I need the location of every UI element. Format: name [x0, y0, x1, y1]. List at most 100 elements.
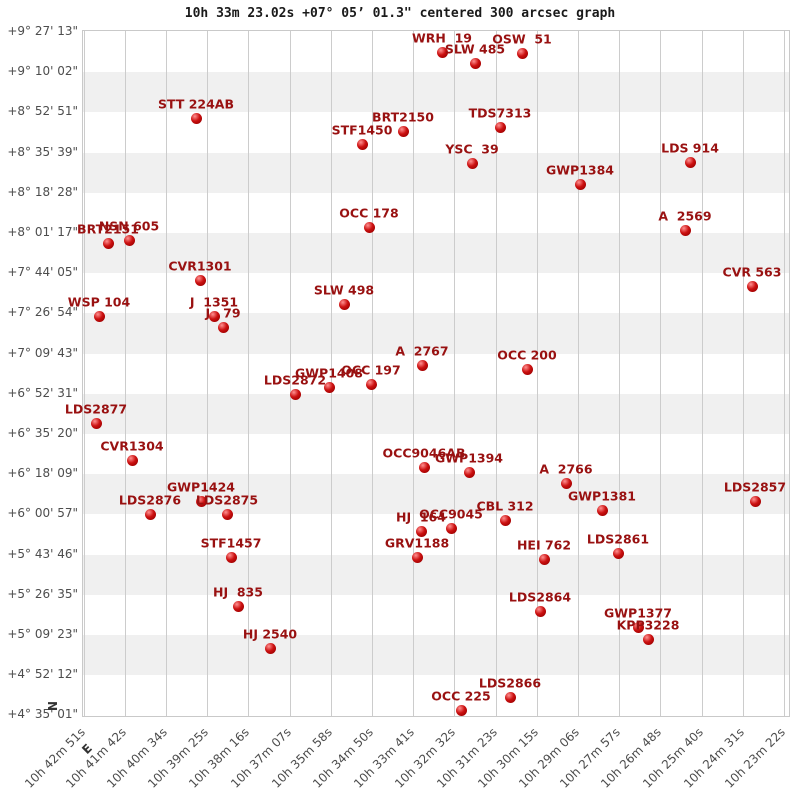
data-point-label: OCC9046AB: [382, 445, 466, 461]
data-point-dot: [596, 504, 608, 516]
y-tick-label: +8° 18' 28": [7, 184, 78, 199]
data-point-label: HJ 2540: [242, 626, 298, 642]
data-point-dot: [232, 600, 244, 612]
data-point-dot: [217, 321, 229, 333]
data-point-dot: [746, 280, 758, 292]
data-point-label: A 2766: [539, 461, 593, 477]
ra-gridline: [165, 31, 167, 716]
ra-gridline: [783, 31, 785, 716]
data-point-dot: [338, 298, 350, 310]
data-point-dot: [195, 495, 207, 507]
ra-gridline: [289, 31, 291, 716]
ra-gridline: [248, 31, 250, 716]
y-tick-label: +4° 52' 12": [7, 667, 78, 682]
y-tick-label: +8° 35' 39": [7, 144, 78, 159]
data-point-dot: [436, 46, 448, 58]
data-point-label: OCC 178: [339, 205, 399, 221]
data-point-label: YSC 39: [445, 141, 499, 157]
data-point-dot: [363, 221, 375, 233]
data-point-dot: [323, 381, 335, 393]
data-point-label: LDS2877: [64, 401, 128, 417]
data-point-dot: [494, 121, 506, 133]
data-point-dot: [504, 691, 516, 703]
declination-band: [83, 554, 789, 595]
data-point-dot: [397, 125, 409, 137]
data-point-label: HJ 164: [396, 509, 446, 525]
data-point-dot: [194, 274, 206, 286]
data-point-dot: [516, 47, 528, 59]
y-tick-label: +7° 09' 43": [7, 345, 78, 360]
data-point-dot: [123, 234, 135, 246]
ra-gridline: [577, 31, 579, 716]
declination-band: [83, 72, 789, 113]
data-point-dot: [534, 605, 546, 617]
plot-area: WRH 19 SLW 485 OSW 51 STT 224AB STF1450 BRT21…: [65, 30, 790, 717]
data-point-label: GWP1424: [167, 479, 235, 495]
data-point-label: GWP1377: [604, 605, 672, 621]
data-point-label: KPP3228: [616, 617, 680, 633]
declination-band: [83, 313, 789, 354]
data-point-label: J 79: [205, 305, 241, 321]
data-point-dot: [455, 704, 467, 716]
data-point-dot: [90, 417, 102, 429]
data-point-dot: [411, 551, 423, 563]
y-tick-label: +6° 35' 20": [7, 426, 78, 440]
data-point-label: LDS2875: [195, 492, 259, 508]
data-point-label: OCC9045: [419, 506, 483, 522]
ra-gridline: [536, 31, 538, 716]
data-point-label: STF1450: [331, 122, 393, 138]
data-point-label: WRH 19: [412, 30, 472, 46]
chart-title: 10h 33m 23.02s +07° 05’ 01.3" centered 3…: [184, 6, 616, 21]
data-point-dot: [684, 156, 696, 168]
ra-gridline: [495, 31, 497, 716]
y-tick-label: +9° 27' 13": [7, 24, 78, 38]
data-point-dot: [144, 508, 156, 520]
data-point-label: GWP1394: [435, 450, 503, 466]
data-point-label: SLW 498: [313, 282, 375, 298]
data-point-label: CVR1301: [168, 258, 232, 274]
data-point-label: LDS2864: [508, 589, 572, 605]
data-point-dot: [221, 508, 233, 520]
data-point-label: CVR1304: [100, 438, 164, 454]
data-point-label: NSN 605: [98, 218, 160, 234]
data-point-label: BRT2150: [372, 109, 434, 125]
data-point-dot: [499, 514, 511, 526]
declination-band: [83, 233, 789, 274]
data-point-label: LDS2857: [723, 479, 787, 495]
ra-gridline: [701, 31, 703, 716]
data-point-dot: [469, 57, 481, 69]
data-point-dot: [208, 310, 220, 322]
data-point-label: SLW 485: [444, 41, 506, 57]
data-point-dot: [289, 388, 301, 400]
data-point-label: OCC 200: [497, 347, 557, 363]
data-point-label: GWP1408: [295, 365, 363, 381]
ra-gridline: [660, 31, 662, 716]
data-point-label: HJ 835: [213, 584, 263, 600]
ra-gridline: [413, 31, 415, 716]
data-point-dot: [93, 310, 105, 322]
data-point-label: LDS2872: [263, 372, 327, 388]
data-point-label: OCC 197: [341, 362, 401, 378]
y-tick-label: +6° 00' 57": [7, 506, 78, 521]
data-point-dot: [418, 461, 430, 473]
data-point-dot: [102, 237, 114, 249]
declination-band: [83, 393, 789, 434]
data-point-label: STT 224AB: [158, 96, 234, 112]
data-point-dot: [679, 224, 691, 236]
data-point-label: A 2569: [658, 208, 712, 224]
data-point-dot: [415, 525, 427, 537]
data-point-label: GWP1384: [546, 162, 614, 178]
data-point-label: LDS2861: [586, 531, 650, 547]
data-point-dot: [416, 359, 428, 371]
data-point-dot: [749, 495, 761, 507]
y-tick-label: +5° 26' 35": [7, 586, 78, 601]
ra-gridline: [124, 31, 126, 716]
data-point-label: CBL 312: [476, 498, 534, 514]
data-point-label: TDS7313: [468, 105, 532, 121]
ra-gridline: [742, 31, 744, 716]
data-point-label: GRV1188: [384, 535, 450, 551]
data-point-label: GWP1381: [568, 488, 636, 504]
data-point-dot: [445, 522, 457, 534]
ra-gridline: [83, 31, 85, 716]
